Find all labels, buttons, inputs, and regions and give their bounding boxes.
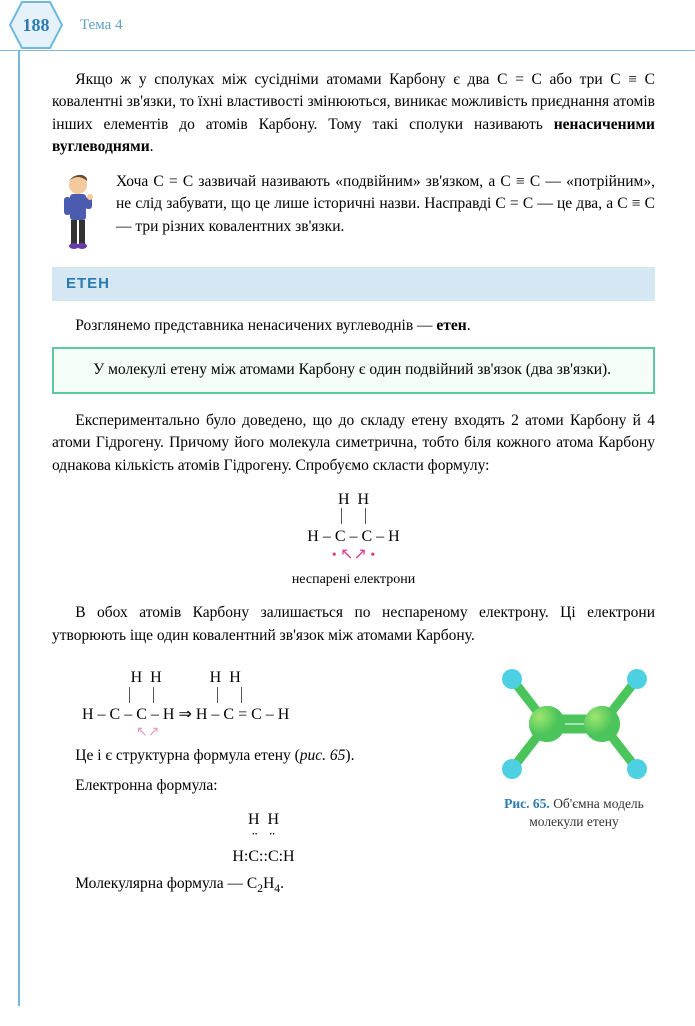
left-border-decoration	[18, 50, 20, 1006]
teacher-icon	[52, 171, 104, 249]
formula-2: H H H H ｜ ｜ ｜ ｜ H – C – C – H ⇒ H – C = …	[82, 669, 475, 738]
para5-c: ).	[345, 747, 354, 764]
formula-1-caption: неспарені електрони	[52, 570, 655, 590]
para5-b: рис. 65	[300, 747, 346, 764]
para7-c: .	[280, 875, 284, 892]
paragraph-4: В обох атомів Карбону залишається по нес…	[52, 602, 655, 647]
formula-1: H H ｜ ｜ H – C – C – H • ↖↗ •	[52, 491, 655, 564]
formula-3: H H ¨ ¨ H:C::C:H	[52, 811, 475, 866]
paragraph-2: Розглянемо представника ненасичених вугл…	[52, 315, 655, 337]
paragraph-6: Електронна формула:	[52, 775, 475, 797]
para2-b: етен	[436, 317, 466, 334]
page-header: 188 Тема 4	[0, 0, 695, 51]
figure-caption: Рис. 65. Об'ємна модель молекули етену	[493, 795, 655, 830]
page-number: 188	[23, 15, 50, 36]
fig-label: Рис. 65.	[504, 796, 550, 811]
paragraph-5: Це і є структурна формула етену (рис. 65…	[52, 745, 475, 767]
teacher-callout: Хоча C = C зазвичай називають «подвійним…	[52, 171, 655, 249]
paragraph-7: Молекулярна формула — C2H4.	[52, 873, 475, 898]
topic-label: Тема 4	[80, 17, 123, 34]
two-column-layout: H H H H ｜ ｜ ｜ ｜ H – C – C – H ⇒ H – C = …	[52, 655, 655, 905]
green-box-text: У молекулі етену між атомами Карбону є о…	[70, 359, 637, 381]
page-number-badge: 188	[8, 0, 64, 50]
paragraph-3: Експериментально було доведено, що до ск…	[52, 410, 655, 477]
para7-b: H	[263, 875, 274, 892]
paragraph-1: Якщо ж у сполуках між сусідніми атомами …	[52, 69, 655, 159]
molecule-model-icon	[497, 659, 652, 789]
para2-a: Розглянемо представника ненасичених вугл…	[75, 317, 436, 334]
column-right: Рис. 65. Об'ємна модель молекули етену	[493, 655, 655, 830]
teacher-figure-icon	[52, 171, 104, 249]
para5-a: Це і є структурна формула етену (	[75, 747, 300, 764]
para7-a: Молекулярна формула — C	[75, 875, 257, 892]
highlight-box: У молекулі етену між атомами Карбону є о…	[52, 347, 655, 393]
section-header-eten: ЕТЕН	[52, 267, 655, 301]
page-content: Якщо ж у сполуках між сусідніми атомами …	[0, 69, 695, 906]
callout-text: Хоча C = C зазвичай називають «подвійним…	[116, 171, 655, 238]
column-left: H H H H ｜ ｜ ｜ ｜ H – C – C – H ⇒ H – C = …	[52, 655, 475, 905]
